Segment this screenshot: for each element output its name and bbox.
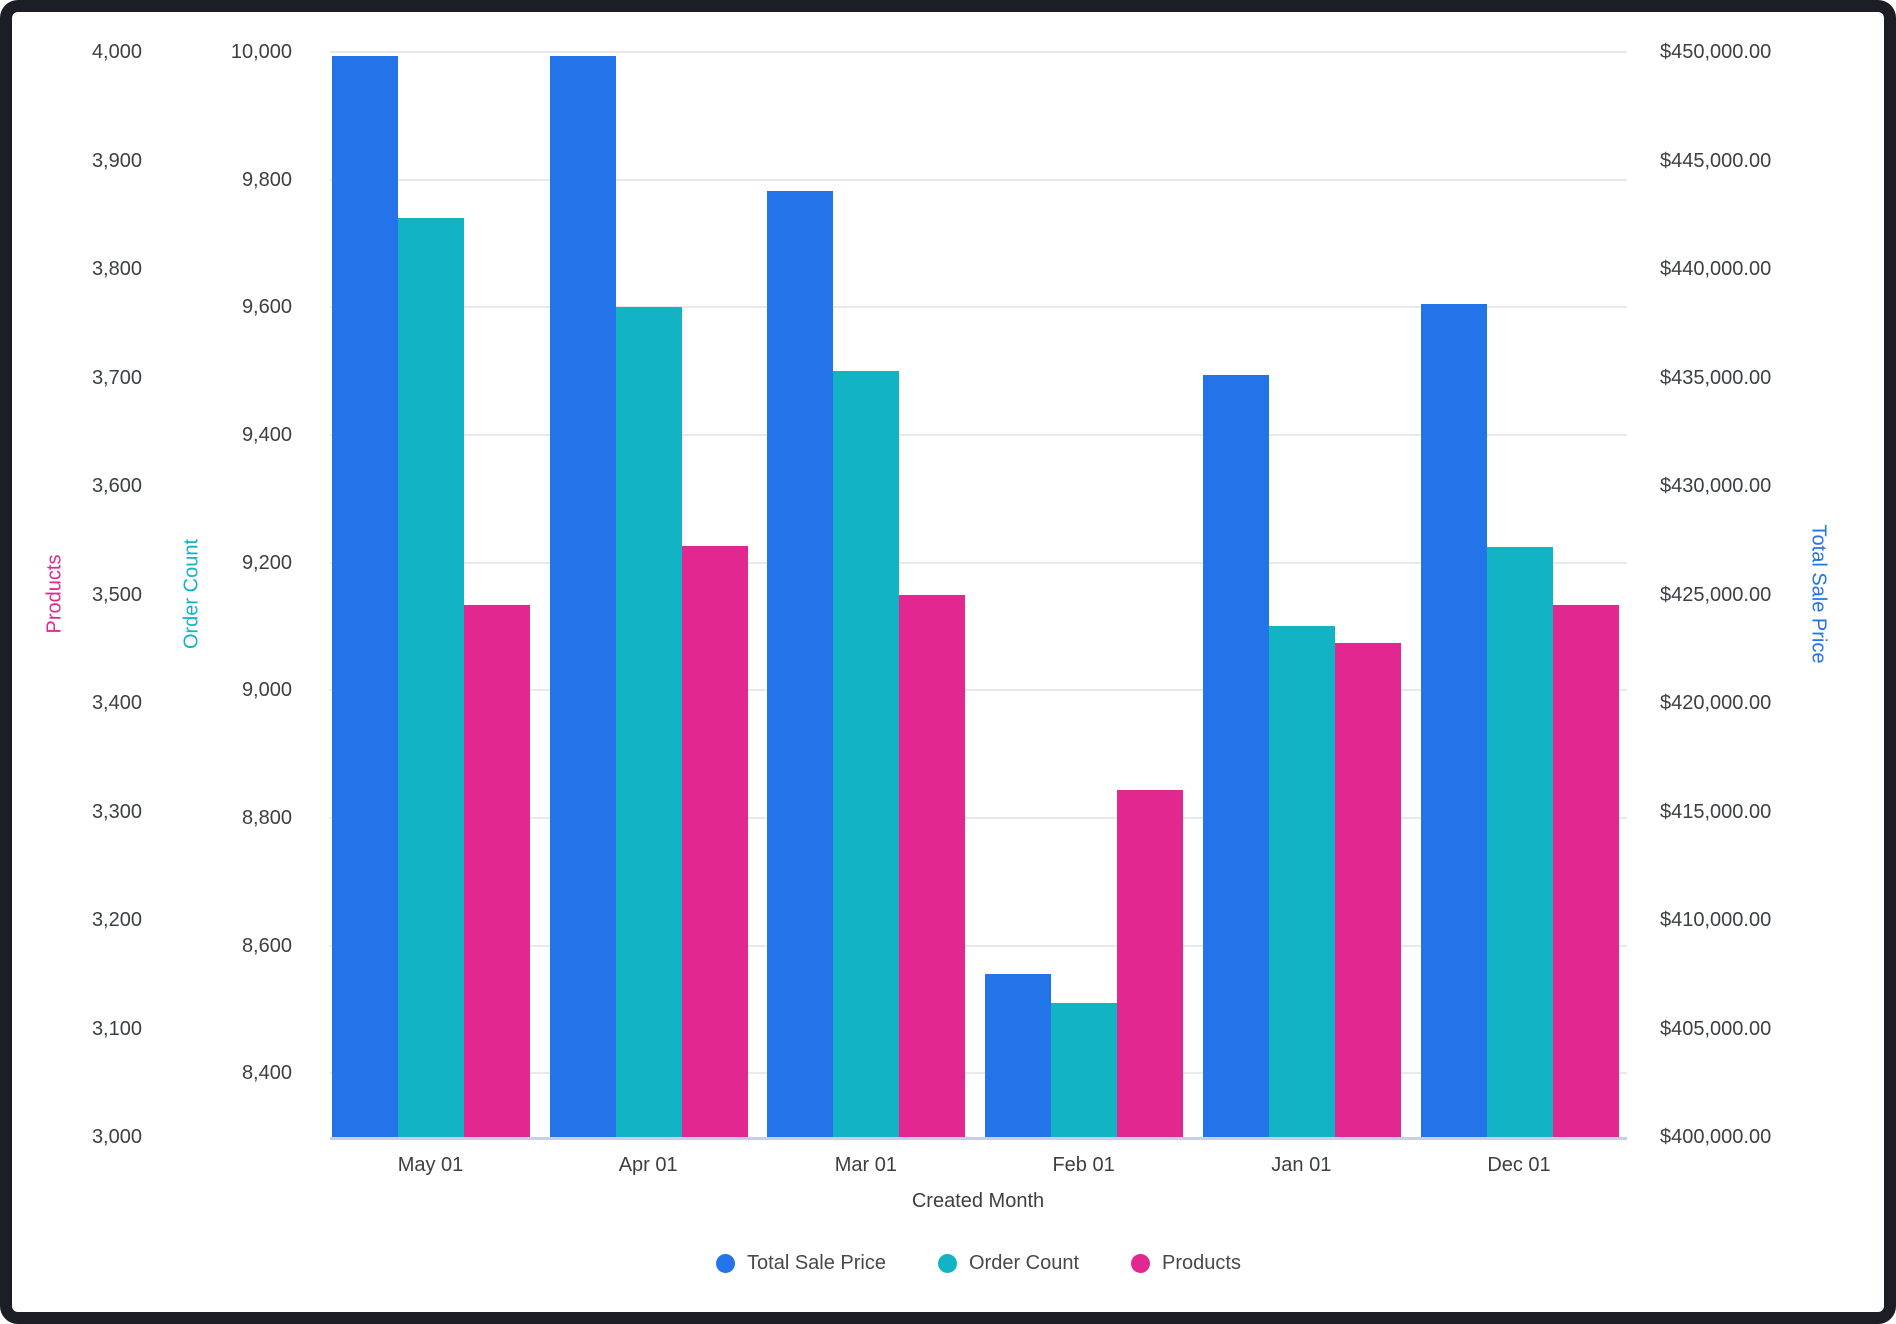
- legend-label: Products: [1162, 1252, 1241, 1274]
- price-tick-label: $405,000.00: [1660, 1017, 1772, 1040]
- gridline: [330, 178, 1627, 181]
- x-tick-label: Jan 01: [1271, 1154, 1332, 1176]
- gridline: [330, 1072, 1627, 1075]
- legend-label: Order Count: [968, 1252, 1080, 1274]
- order-count-tick-label: 8,800: [241, 806, 292, 829]
- products-tick-label: 4,000: [91, 41, 142, 63]
- bar-order-count[interactable]: [1268, 626, 1335, 1137]
- gridline: [330, 944, 1627, 947]
- products-tick-label: 3,800: [91, 258, 142, 280]
- price-tick-label: $420,000.00: [1660, 692, 1772, 714]
- products-tick-label: 3,300: [91, 800, 142, 823]
- bar-total-sale-price[interactable]: [1420, 303, 1487, 1137]
- bar-products[interactable]: [1117, 789, 1184, 1137]
- bar-total-sale-price[interactable]: [549, 56, 616, 1137]
- legend-dot: [1131, 1254, 1151, 1273]
- bar-total-sale-price[interactable]: [1202, 375, 1269, 1137]
- order-count-tick-label: 9,600: [241, 296, 292, 319]
- legend-item-products[interactable]: Products: [1131, 1252, 1241, 1275]
- x-tick-label: Apr 01: [618, 1154, 678, 1176]
- order-count-tick-label: 8,400: [241, 1062, 292, 1085]
- legend-dot: [716, 1254, 736, 1273]
- bar-order-count[interactable]: [1051, 1002, 1118, 1137]
- bar-total-sale-price[interactable]: [767, 190, 834, 1137]
- bar-products[interactable]: [899, 594, 966, 1137]
- products-tick-label: 3,900: [91, 149, 142, 172]
- price-tick-label: $415,000.00: [1660, 800, 1772, 823]
- gridline: [330, 561, 1627, 564]
- products-tick-label: 3,200: [91, 909, 142, 931]
- legend-item-order-count[interactable]: Order Count: [937, 1252, 1080, 1275]
- products-tick-label: 3,500: [91, 583, 142, 606]
- products-tick-label: 3,100: [91, 1017, 142, 1040]
- chart-legend: Total Sale Price Order Count Products: [330, 1252, 1627, 1275]
- legend-dot: [937, 1254, 957, 1273]
- bar-products[interactable]: [1334, 643, 1401, 1137]
- price-tick-label: $435,000.00: [1660, 366, 1772, 389]
- products-tick-label: 3,000: [91, 1126, 142, 1148]
- bar-total-sale-price[interactable]: [985, 974, 1052, 1137]
- x-tick-label: Dec 01: [1487, 1154, 1551, 1176]
- price-tick-label: $445,000.00: [1660, 149, 1772, 172]
- x-axis-line: [330, 1137, 1627, 1140]
- price-tick-label: $425,000.00: [1660, 583, 1772, 606]
- gridline: [330, 816, 1627, 819]
- bar-order-count[interactable]: [1486, 546, 1553, 1137]
- x-tick-label: May 01: [397, 1154, 464, 1176]
- bar-products[interactable]: [464, 605, 530, 1137]
- bar-order-count[interactable]: [398, 217, 464, 1137]
- bar-order-count[interactable]: [615, 307, 682, 1137]
- x-tick-label: Feb 01: [1052, 1154, 1115, 1176]
- products-tick-label: 3,600: [91, 475, 142, 497]
- order-count-tick-label: 10,000: [230, 41, 292, 63]
- price-tick-label: $430,000.00: [1660, 475, 1772, 497]
- price-tick-label: $440,000.00: [1660, 258, 1772, 280]
- order-count-tick-label: 9,200: [241, 551, 292, 574]
- gridline: [330, 51, 1627, 53]
- legend-item-total-sale-price[interactable]: Total Sale Price: [716, 1252, 886, 1275]
- legend-label: Total Sale Price: [747, 1252, 886, 1274]
- gridline: [330, 306, 1627, 309]
- gridline: [330, 433, 1627, 436]
- x-tick-label: Mar 01: [834, 1154, 898, 1176]
- bar-products[interactable]: [1552, 605, 1619, 1137]
- gridline: [330, 689, 1627, 692]
- order-count-tick-label: 9,000: [241, 679, 292, 702]
- products-tick-label: 3,700: [91, 366, 142, 389]
- bar-products[interactable]: [681, 545, 748, 1137]
- order-count-tick-label: 8,600: [241, 934, 292, 957]
- bar-order-count[interactable]: [833, 371, 900, 1137]
- price-tick-label: $450,000.00: [1660, 41, 1772, 63]
- order-count-tick-label: 9,400: [241, 423, 292, 446]
- bar-total-sale-price[interactable]: [332, 56, 398, 1137]
- price-tick-label: $410,000.00: [1660, 909, 1772, 931]
- order-count-tick-label: 9,800: [241, 168, 292, 191]
- products-tick-label: 3,400: [91, 692, 142, 714]
- x-axis-title: Created Month: [911, 1190, 1045, 1212]
- price-tick-label: $400,000.00: [1660, 1126, 1772, 1148]
